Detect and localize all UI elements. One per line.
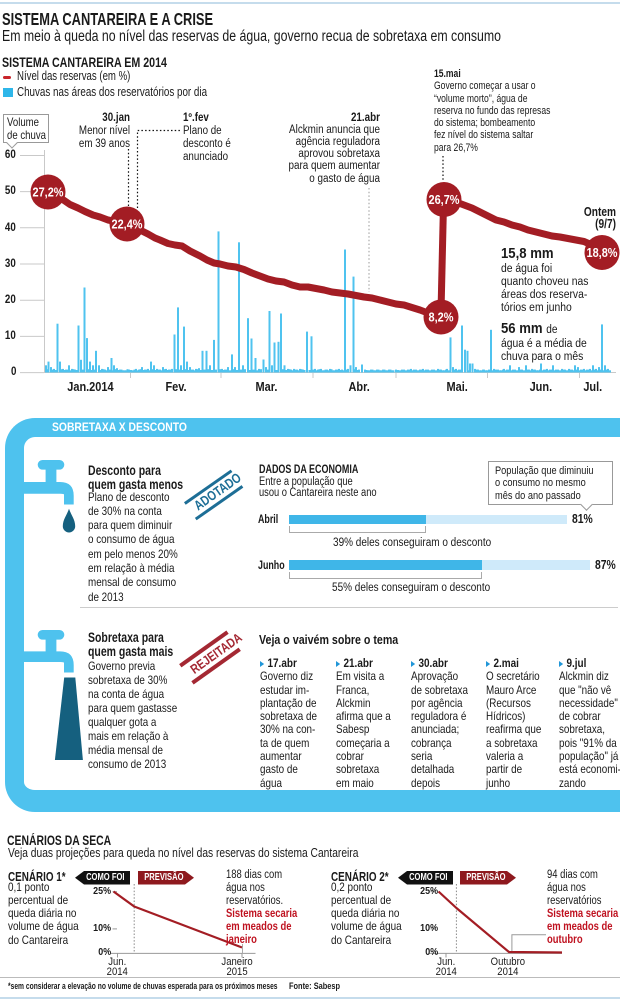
svg-text:26,7%: 26,7% <box>429 193 460 207</box>
svg-text:22,4%: 22,4% <box>112 217 143 231</box>
svg-text:8,2%: 8,2% <box>429 310 454 324</box>
svg-text:27,2%: 27,2% <box>33 185 64 199</box>
svg-text:18,8%: 18,8% <box>587 246 618 260</box>
